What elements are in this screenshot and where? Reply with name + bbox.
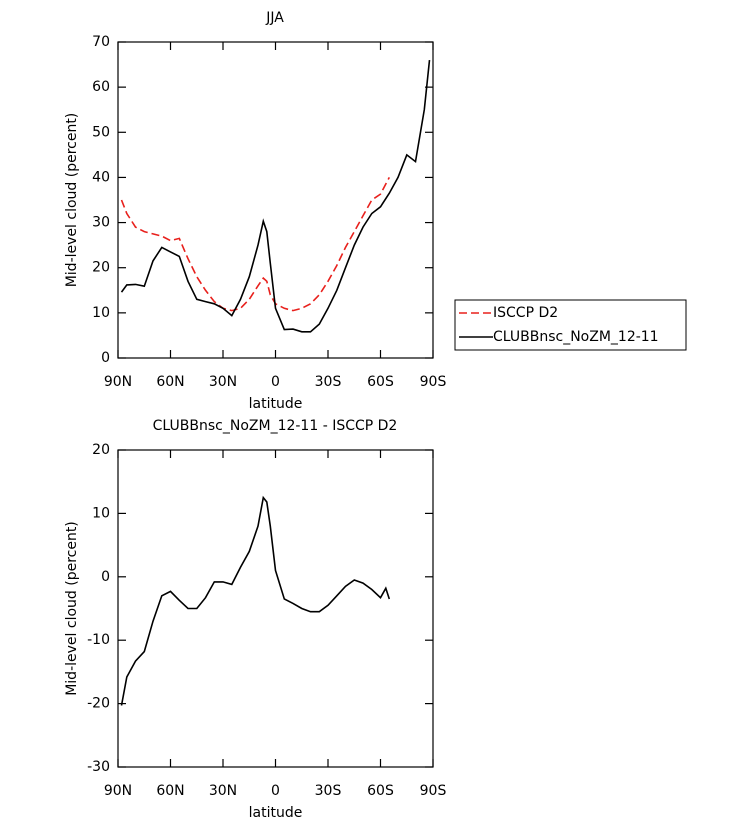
- x-tick-label: 60N: [156, 374, 184, 390]
- x-axis-label: latitude: [249, 805, 303, 821]
- x-tick-label: 30N: [209, 374, 237, 390]
- y-axis-label: Mid-level cloud (percent): [64, 113, 80, 288]
- x-tick-label: 60S: [367, 783, 394, 799]
- data-line: [120, 495, 391, 706]
- x-axis-label: latitude: [249, 396, 303, 412]
- y-tick-label: 0: [101, 350, 110, 366]
- chart-title: CLUBBnsc_NoZM_12-11 - ISCCP D2: [153, 418, 398, 434]
- y-tick-label: -30: [87, 759, 110, 775]
- x-tick-label: 60N: [156, 783, 184, 799]
- legend-label: CLUBBnsc_NoZM_12-11: [493, 329, 659, 345]
- data-line: [120, 177, 391, 312]
- y-tick-label: 70: [92, 34, 110, 50]
- y-tick-label: 20: [92, 442, 110, 458]
- y-tick-label: 10: [92, 505, 110, 521]
- x-tick-label: 90N: [104, 783, 132, 799]
- y-tick-label: 40: [92, 169, 110, 185]
- x-tick-label: 60S: [367, 374, 394, 390]
- legend-label: ISCCP D2: [493, 305, 558, 321]
- data-line: [120, 60, 431, 333]
- x-tick-label: 0: [271, 783, 280, 799]
- x-tick-label: 90S: [420, 374, 447, 390]
- y-tick-label: 10: [92, 305, 110, 321]
- x-tick-label: 90S: [420, 783, 447, 799]
- y-tick-label: -20: [87, 696, 110, 712]
- y-tick-label: 0: [101, 569, 110, 585]
- y-tick-label: 50: [92, 124, 110, 140]
- legend-box: [454, 299, 687, 351]
- plot-frame: [117, 449, 434, 768]
- x-tick-label: 90N: [104, 374, 132, 390]
- x-tick-label: 0: [271, 374, 280, 390]
- y-tick-label: 30: [92, 215, 110, 231]
- chart-title: JJA: [265, 10, 284, 26]
- x-tick-label: 30S: [315, 374, 342, 390]
- y-axis-label: Mid-level cloud (percent): [64, 521, 80, 696]
- y-tick-label: -10: [87, 632, 110, 648]
- y-tick-label: 20: [92, 260, 110, 276]
- x-tick-label: 30N: [209, 783, 237, 799]
- y-tick-label: 60: [92, 79, 110, 95]
- x-tick-label: 30S: [315, 783, 342, 799]
